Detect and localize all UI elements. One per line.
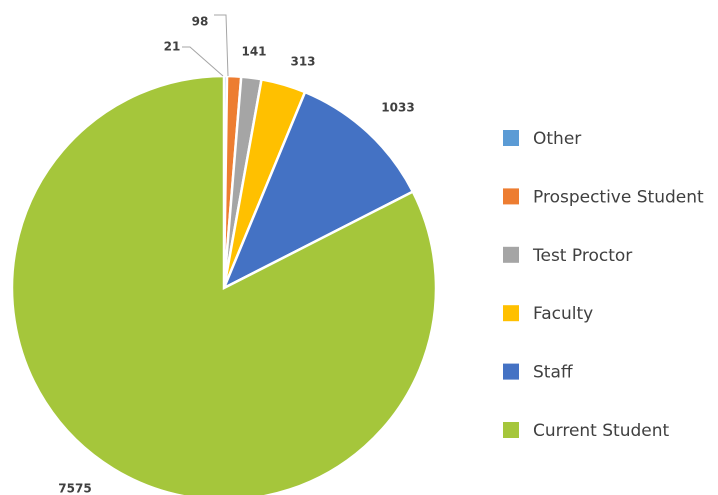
data-label: 7575 (58, 482, 91, 495)
legend-label: Faculty (533, 304, 593, 324)
legend-swatch (503, 246, 519, 263)
data-label: 1033 (381, 101, 414, 115)
pie-slice (221, 90, 415, 291)
legend-label: Prospective Student (533, 187, 704, 207)
data-label: 98 (192, 15, 209, 29)
legend-label: Current Student (533, 421, 670, 441)
legend-swatch (503, 305, 519, 322)
leader-line (182, 46, 224, 77)
data-label: 313 (290, 55, 315, 69)
legend-label: Other (533, 129, 581, 149)
pie-slice (10, 74, 438, 495)
legend-swatch (503, 188, 519, 205)
leader-line (214, 14, 229, 77)
data-label: 21 (164, 40, 181, 54)
legend-label: Staff (533, 363, 574, 383)
legend-swatch (503, 130, 519, 146)
data-label: 141 (241, 45, 266, 59)
legend-swatch (503, 363, 519, 380)
legend-swatch (503, 422, 519, 438)
legend-label: Test Proctor (532, 246, 632, 266)
